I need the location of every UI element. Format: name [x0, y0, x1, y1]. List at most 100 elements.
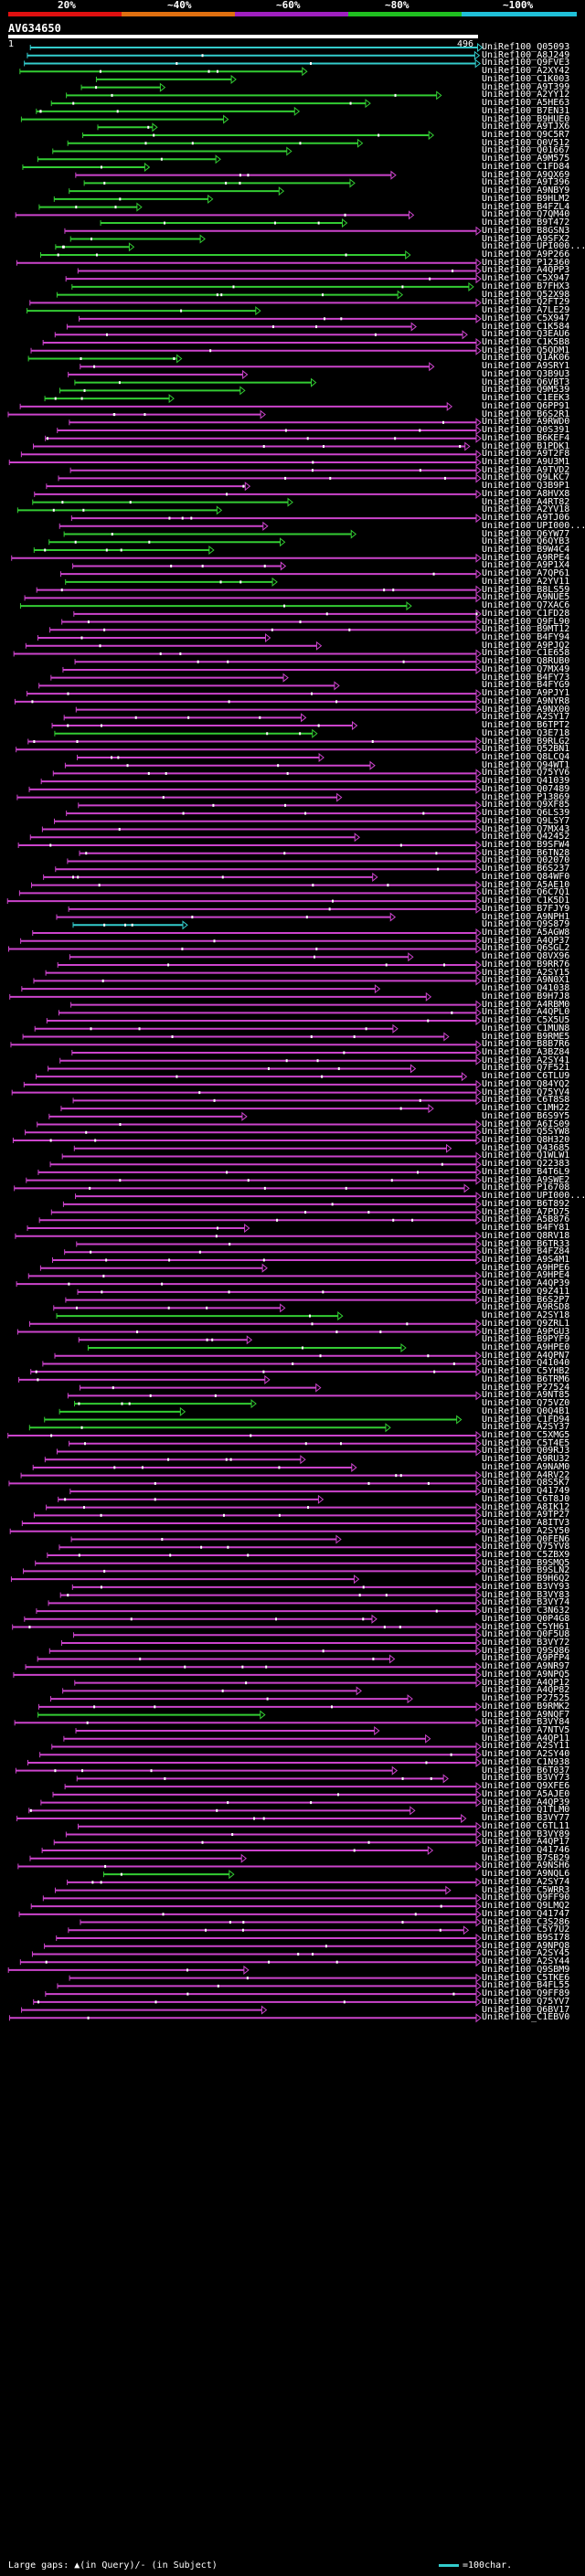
hit-236[interactable]: [68, 1925, 470, 1935]
hit-46[interactable]: [7, 409, 266, 419]
hit-label[interactable]: UniRef100_B9T472: [482, 217, 570, 228]
hit-67[interactable]: [65, 577, 278, 587]
hit-label[interactable]: UniRef100_Q7F521: [482, 1063, 570, 1074]
hit-201[interactable]: [48, 1646, 482, 1656]
hit-label[interactable]: UniRef100_Q22383: [482, 1159, 570, 1170]
hit-label[interactable]: UniRef100_Q7MX49: [482, 663, 570, 674]
hit-112[interactable]: [20, 936, 482, 946]
hit-147[interactable]: [38, 1215, 482, 1225]
hit-label[interactable]: UniRef100_C6T8S8: [482, 1095, 570, 1106]
hit-128[interactable]: [48, 1064, 417, 1074]
hit-126[interactable]: [71, 1047, 482, 1058]
hit-93[interactable]: [28, 784, 482, 794]
hit-76[interactable]: [13, 649, 482, 659]
hit-label[interactable]: UniRef100_B9PYF9: [482, 1334, 570, 1345]
hit-label[interactable]: UniRef100_A2YY12: [482, 90, 570, 101]
hit-label[interactable]: UniRef100_B8B7R6: [482, 1039, 570, 1050]
hit-label[interactable]: UniRef100_C5WRR3: [482, 1884, 570, 1895]
hit-226[interactable]: [41, 1845, 434, 1856]
hit-101[interactable]: [79, 848, 482, 858]
hit-91[interactable]: [52, 769, 482, 779]
hit-79[interactable]: [50, 673, 289, 683]
hit-235[interactable]: [80, 1917, 482, 1927]
hit-106[interactable]: [18, 888, 482, 898]
hit-144[interactable]: [75, 1192, 482, 1202]
hit-26[interactable]: [39, 249, 411, 260]
hit-label[interactable]: UniRef100_A9P1X4: [482, 560, 570, 571]
hit-label[interactable]: UniRef100_Q9FVE3: [482, 58, 570, 69]
hit-218[interactable]: [64, 1782, 482, 1792]
hit-146[interactable]: [50, 1207, 482, 1217]
hit-105[interactable]: [31, 880, 482, 890]
hit-74[interactable]: [37, 632, 271, 643]
hit-label[interactable]: UniRef100_A9NX00: [482, 704, 570, 715]
hit-label[interactable]: UniRef100_B9SI78: [482, 1933, 570, 1943]
hit-label[interactable]: UniRef100_Q0F5U8: [482, 1629, 570, 1640]
hit-label[interactable]: UniRef100_A9RU32: [482, 1454, 570, 1465]
hit-label[interactable]: UniRef100_Q94WT1: [482, 759, 570, 770]
hit-176[interactable]: [56, 1447, 482, 1457]
hit-59[interactable]: [70, 514, 482, 524]
hit-label[interactable]: UniRef100_Q07489: [482, 783, 570, 794]
hit-133[interactable]: [60, 1104, 434, 1114]
hit-108[interactable]: [68, 904, 482, 914]
hit-8[interactable]: [36, 106, 301, 116]
hit-label[interactable]: UniRef100_B6T037: [482, 1765, 570, 1776]
hit-label[interactable]: UniRef100_A4QP39: [482, 1278, 570, 1289]
hit-241[interactable]: [7, 1965, 250, 1975]
hit-label[interactable]: UniRef100_Q8RV18: [482, 1230, 570, 1241]
hit-141[interactable]: [37, 1167, 482, 1177]
hit-label[interactable]: UniRef100_A7NTV5: [482, 1725, 570, 1736]
hit-label[interactable]: UniRef100_A9NR97: [482, 1661, 570, 1672]
hit-172[interactable]: [44, 1415, 463, 1425]
hit-label[interactable]: UniRef100_A9SRY1: [482, 361, 570, 372]
hit-53[interactable]: [69, 465, 482, 475]
hit-label[interactable]: UniRef100_A9T2F8: [482, 449, 570, 460]
hit-label[interactable]: UniRef100_C1K5D1: [482, 896, 570, 906]
hit-231[interactable]: [54, 1885, 452, 1895]
hit-40[interactable]: [80, 362, 435, 372]
hit-122[interactable]: [46, 1016, 482, 1026]
hit-label[interactable]: UniRef100_B6S237: [482, 864, 570, 875]
hit-233[interactable]: [30, 1902, 482, 1912]
hit-label[interactable]: UniRef100_A9U3M1: [482, 456, 570, 467]
hit-label[interactable]: UniRef100_Q9SQ86: [482, 1645, 570, 1656]
hit-label[interactable]: UniRef100_B9SLN2: [482, 1565, 570, 1576]
hit-113[interactable]: [7, 944, 482, 954]
hit-label[interactable]: UniRef100_Q8S5K7: [482, 1478, 570, 1489]
hit-94[interactable]: [16, 792, 343, 802]
hit-label[interactable]: UniRef100_C1FD28: [482, 608, 570, 619]
hit-60[interactable]: [58, 521, 269, 531]
hit-14[interactable]: [37, 154, 221, 164]
hit-177[interactable]: [44, 1455, 306, 1465]
hit-label[interactable]: UniRef100_Q9LSY7: [482, 815, 570, 826]
hit-label[interactable]: UniRef100_A9HPE6: [482, 1262, 570, 1273]
hit-217[interactable]: [76, 1774, 449, 1784]
hit-99[interactable]: [29, 832, 360, 843]
hit-230[interactable]: [67, 1877, 482, 1887]
hit-label[interactable]: UniRef100_B4FZL4: [482, 201, 570, 212]
hit-label[interactable]: UniRef100_B7FJY9: [482, 903, 570, 914]
hit-56[interactable]: [34, 489, 482, 499]
hit-label[interactable]: UniRef100_B4FYG9: [482, 680, 570, 691]
hit-label[interactable]: UniRef100_Q0FEN6: [482, 1533, 570, 1544]
hit-label[interactable]: UniRef100_Q75YV6: [482, 768, 570, 779]
hit-label[interactable]: UniRef100_C1N938: [482, 1756, 570, 1767]
hit-131[interactable]: [11, 1087, 482, 1097]
hit-label[interactable]: UniRef100_Q6BV17: [482, 2004, 570, 2015]
hit-186[interactable]: [9, 1526, 482, 1536]
hit-166[interactable]: [30, 1367, 482, 1377]
hit-88[interactable]: [16, 745, 482, 755]
hit-label[interactable]: UniRef100_A5HE63: [482, 98, 570, 109]
hit-label[interactable]: UniRef100_B3VY72: [482, 1638, 570, 1648]
hit-5[interactable]: [80, 82, 166, 92]
hit-label[interactable]: UniRef100_Q0P4G8: [482, 1613, 570, 1624]
hit-label[interactable]: UniRef100_A4QP17: [482, 1837, 570, 1848]
hit-label[interactable]: UniRef100_A9TVD2: [482, 464, 570, 475]
hit-label[interactable]: UniRef100_Q9S879: [482, 919, 570, 930]
hit-label[interactable]: UniRef100_Q9XFE6: [482, 1781, 570, 1792]
hit-label[interactable]: UniRef100_C1E658: [482, 648, 570, 659]
hit-label[interactable]: UniRef100_A4QPL0: [482, 1007, 570, 1018]
hit-label[interactable]: UniRef100_A5B876: [482, 1214, 570, 1225]
hit-134[interactable]: [48, 1111, 248, 1121]
